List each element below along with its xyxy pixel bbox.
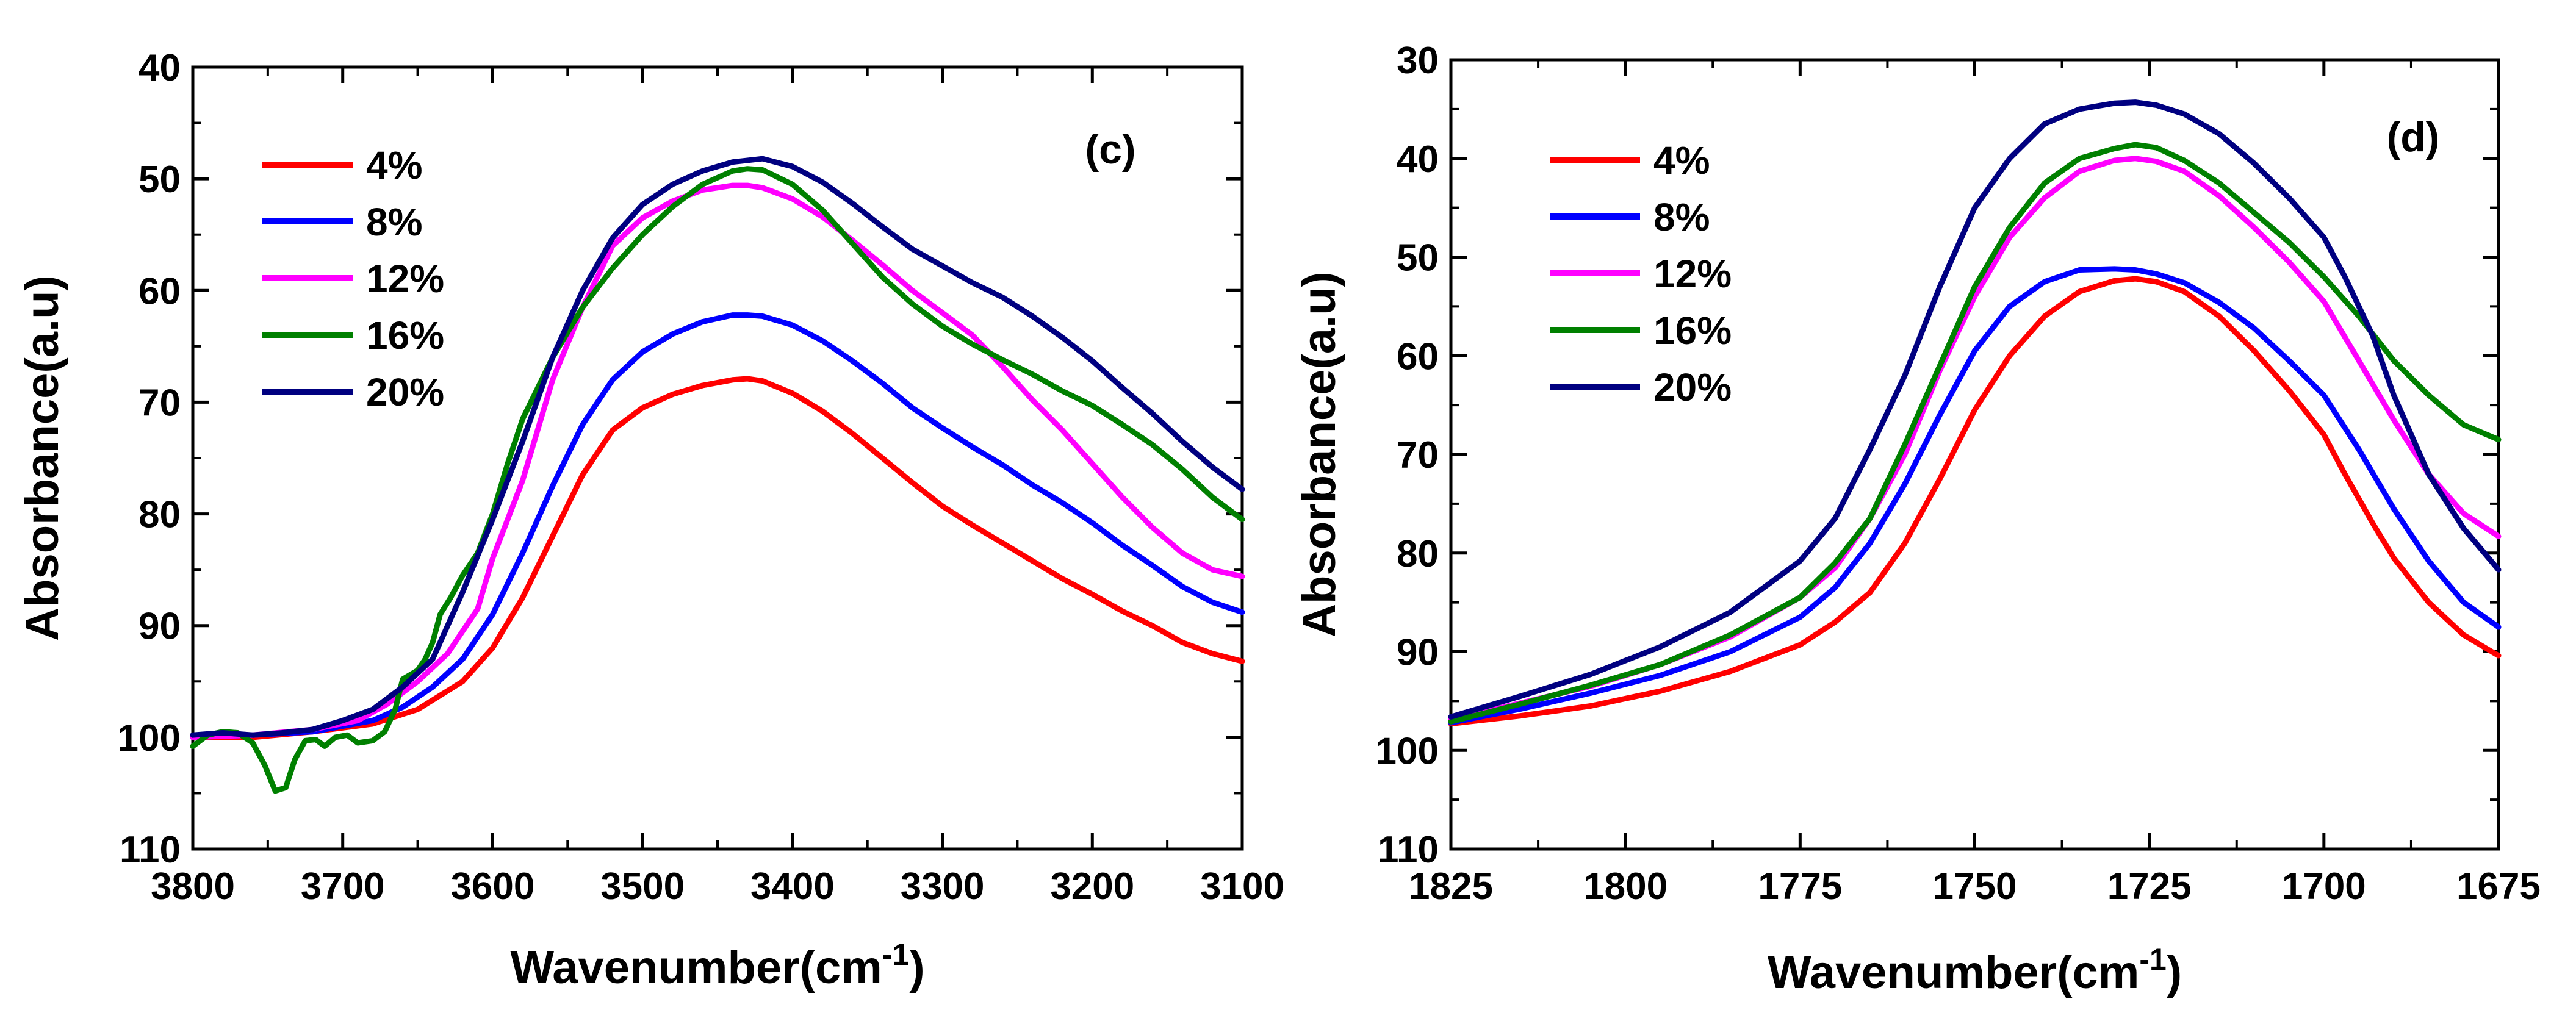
panel-c-y-tick-label: 110 [120,829,181,871]
panel-d-x-tick-label: 1775 [1758,865,1842,908]
panel-d-legend-label: 16% [1653,309,1732,353]
panel-c-series-12pct-line [190,182,1245,740]
panel-c-y-tick-label: 40 [139,47,181,89]
panel-d-y-tick-label: 70 [1397,434,1439,476]
panel-c-series-4pct-line [190,376,1245,740]
panel-c-y-tick-label: 50 [139,159,181,201]
panel-d-y-tick-label: 110 [1378,829,1439,871]
panel-c-chart: 3800 3700 3600 3500 3400 3300 3200 3100 40 50 60 70… [16,47,1284,994]
panel-c-panel-label: (c) [1085,126,1135,173]
panel-c-x-tick-label: 3100 [1200,865,1284,908]
panel-c-x-tick-label: 3600 [450,865,534,908]
panel-c-y-tick-label: 60 [139,270,181,312]
panel-c-legend-label: 8% [366,200,423,244]
panel-c-legend-label: 12% [366,257,444,301]
panel-d-x-tick-label: 1675 [2456,865,2541,908]
panel-d-legend-label: 12% [1653,252,1732,296]
panel-d-series-16pct-line [1448,142,2502,725]
panel-c-x-tick-label: 3800 [151,865,235,908]
panel-c-x-tick-label: 3700 [301,865,385,908]
panel-c-series-8pct-line [190,312,1245,740]
panel-d-x-tick-label: 1725 [2107,865,2192,908]
panel-d-y-tick-label: 50 [1397,237,1439,279]
panel-d-y-tick-label: 60 [1397,335,1439,378]
panel-c-y-tick-label: 80 [139,494,181,536]
panel-d-panel-label: (d) [2387,114,2440,160]
panel-d-series-8pct-line [1448,266,2502,726]
panel-c-y-tick-label: 100 [118,717,181,759]
panel-c-x-tick-label: 3400 [750,865,835,908]
panel-c-y-tick-label: 70 [139,382,181,424]
panel-d-y-axis-title: Absorbance(a.u) [1293,271,1345,637]
panel-c-x-axis-title: Wavenumber(cm-1) [510,937,924,994]
panel-c-x-tick-label: 3300 [901,865,985,908]
panel-c-legend-label: 4% [366,143,423,187]
panel-d-series-20pct-line [1448,99,2502,720]
panel-c-series-16pct-line [190,166,1245,794]
panel-d-y-tick-label: 80 [1397,533,1439,575]
panel-d-legend-label: 20% [1653,365,1732,409]
panel-d-plot-frame [1449,58,2500,851]
panel-d-series-4pct-line [1448,276,2502,727]
panel-d-x-tick-label: 1800 [1583,865,1668,908]
panel-c-legend-label: 20% [366,370,444,414]
panel-d-series-12pct-line [1448,156,2502,723]
panel-c-y-axis-title: Absorbance(a.u) [16,275,68,641]
panel-c-x-tick-label: 3200 [1050,865,1134,908]
panel-d-x-tick-label: 1825 [1409,865,1493,908]
panel-d-y-tick-label: 100 [1376,730,1439,772]
panel-d-y-tick-label: 40 [1397,138,1439,181]
panel-c-series-20pct-line [190,156,1245,738]
panel-d-legend-label: 8% [1653,195,1710,239]
panel-d-x-axis-title: Wavenumber(cm-1) [1768,942,2182,998]
panel-c-y-tick-label: 90 [139,606,181,648]
panel-d-y-tick-label: 90 [1397,632,1439,674]
panel-d-x-tick-label: 1700 [2282,865,2366,908]
panel-c-x-tick-label: 3500 [600,865,685,908]
panel-c-legend-label: 16% [366,313,444,357]
panel-d-legend-label: 4% [1653,138,1710,182]
panel-d-x-tick-label: 1750 [1933,865,2017,908]
panel-d-chart: 1825 1800 1775 1750 1725 1700 1675 30 40 50 60 70 80… [1293,40,2541,998]
panel-d-y-tick-label: 30 [1397,40,1439,82]
